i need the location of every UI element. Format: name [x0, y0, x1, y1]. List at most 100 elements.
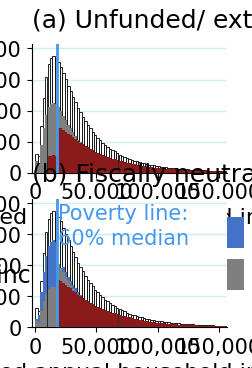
Bar [91, 287, 94, 328]
Bar [94, 306, 96, 328]
Bar [135, 170, 138, 173]
Bar [216, 327, 218, 328]
Bar [143, 321, 145, 328]
Bar [62, 228, 65, 328]
Bar [40, 145, 43, 173]
Bar [94, 310, 96, 312]
Bar [174, 324, 177, 328]
Bar [160, 167, 162, 173]
Bar [199, 326, 201, 328]
Bar [84, 304, 86, 328]
Bar [121, 156, 123, 173]
Bar [72, 98, 74, 173]
Bar [79, 296, 82, 298]
Bar [89, 152, 91, 173]
Bar [192, 326, 194, 327]
Bar [59, 281, 62, 328]
Bar [113, 159, 116, 173]
Bar [118, 315, 121, 328]
Bar [72, 291, 74, 328]
Bar [125, 317, 128, 328]
Legend: Baseline, Moved up income band, Moved down, Stayed the same: Baseline, Moved up income band, Moved do… [0, 208, 252, 299]
Bar [186, 172, 189, 173]
Bar [157, 171, 160, 173]
Bar [150, 320, 152, 328]
Bar [101, 143, 104, 173]
Bar [152, 166, 155, 173]
Bar [162, 324, 165, 326]
Bar [43, 253, 45, 328]
Bar [221, 172, 223, 173]
Bar [201, 172, 204, 173]
Bar [206, 326, 208, 328]
Bar [84, 148, 86, 173]
Bar [213, 171, 216, 173]
Bar [169, 168, 172, 173]
Bar [179, 324, 182, 328]
Bar [79, 296, 82, 328]
Bar [133, 164, 135, 173]
Bar [47, 157, 50, 173]
Bar [84, 300, 86, 328]
Bar [59, 222, 62, 328]
Bar [65, 79, 67, 173]
Text: Poverty line:
60% median: Poverty line: 60% median [58, 204, 188, 249]
Bar [177, 326, 179, 328]
Bar [189, 325, 191, 328]
Bar [186, 171, 189, 173]
Bar [108, 312, 111, 328]
Bar [38, 163, 40, 173]
Bar [74, 102, 77, 173]
Bar [147, 170, 150, 173]
Bar [108, 158, 111, 173]
Bar [135, 324, 138, 328]
Bar [162, 169, 165, 173]
Bar [213, 327, 216, 328]
Bar [135, 316, 138, 328]
Bar [135, 165, 138, 173]
Bar [143, 164, 145, 173]
Bar [189, 171, 191, 173]
Bar [106, 301, 108, 328]
Bar [201, 326, 204, 328]
Bar [147, 167, 150, 173]
Bar [86, 306, 89, 328]
Bar [169, 326, 172, 328]
Bar [179, 170, 182, 173]
Bar [145, 321, 147, 328]
Bar [89, 306, 91, 308]
Bar [106, 157, 108, 173]
Legend: Baseline, Moved up income band, Moved down, Stayed the same: Baseline, Moved up income band, Moved do… [0, 362, 252, 368]
Bar [199, 327, 201, 328]
Bar [201, 171, 204, 173]
Bar [221, 326, 223, 328]
Bar [86, 301, 89, 328]
X-axis label: Equivalised annual household income (£): Equivalised annual household income (£) [0, 208, 252, 228]
Bar [47, 108, 50, 173]
Bar [125, 313, 128, 328]
Bar [208, 171, 211, 173]
Bar [77, 295, 79, 328]
Bar [152, 320, 155, 328]
Bar [67, 277, 69, 281]
Bar [196, 326, 199, 327]
Bar [196, 326, 199, 328]
Bar [77, 140, 79, 173]
Bar [69, 289, 72, 328]
Bar [179, 325, 182, 326]
Bar [69, 129, 72, 173]
Bar [155, 171, 157, 173]
Bar [182, 169, 184, 173]
Bar [182, 325, 184, 328]
Bar [186, 325, 189, 328]
Bar [101, 297, 104, 328]
Bar [82, 272, 84, 328]
Bar [116, 153, 118, 173]
Bar [138, 320, 140, 328]
Bar [130, 160, 133, 173]
Bar [133, 324, 135, 328]
Bar [150, 167, 152, 173]
Bar [167, 168, 169, 173]
Bar [67, 134, 69, 173]
Bar [111, 305, 113, 328]
